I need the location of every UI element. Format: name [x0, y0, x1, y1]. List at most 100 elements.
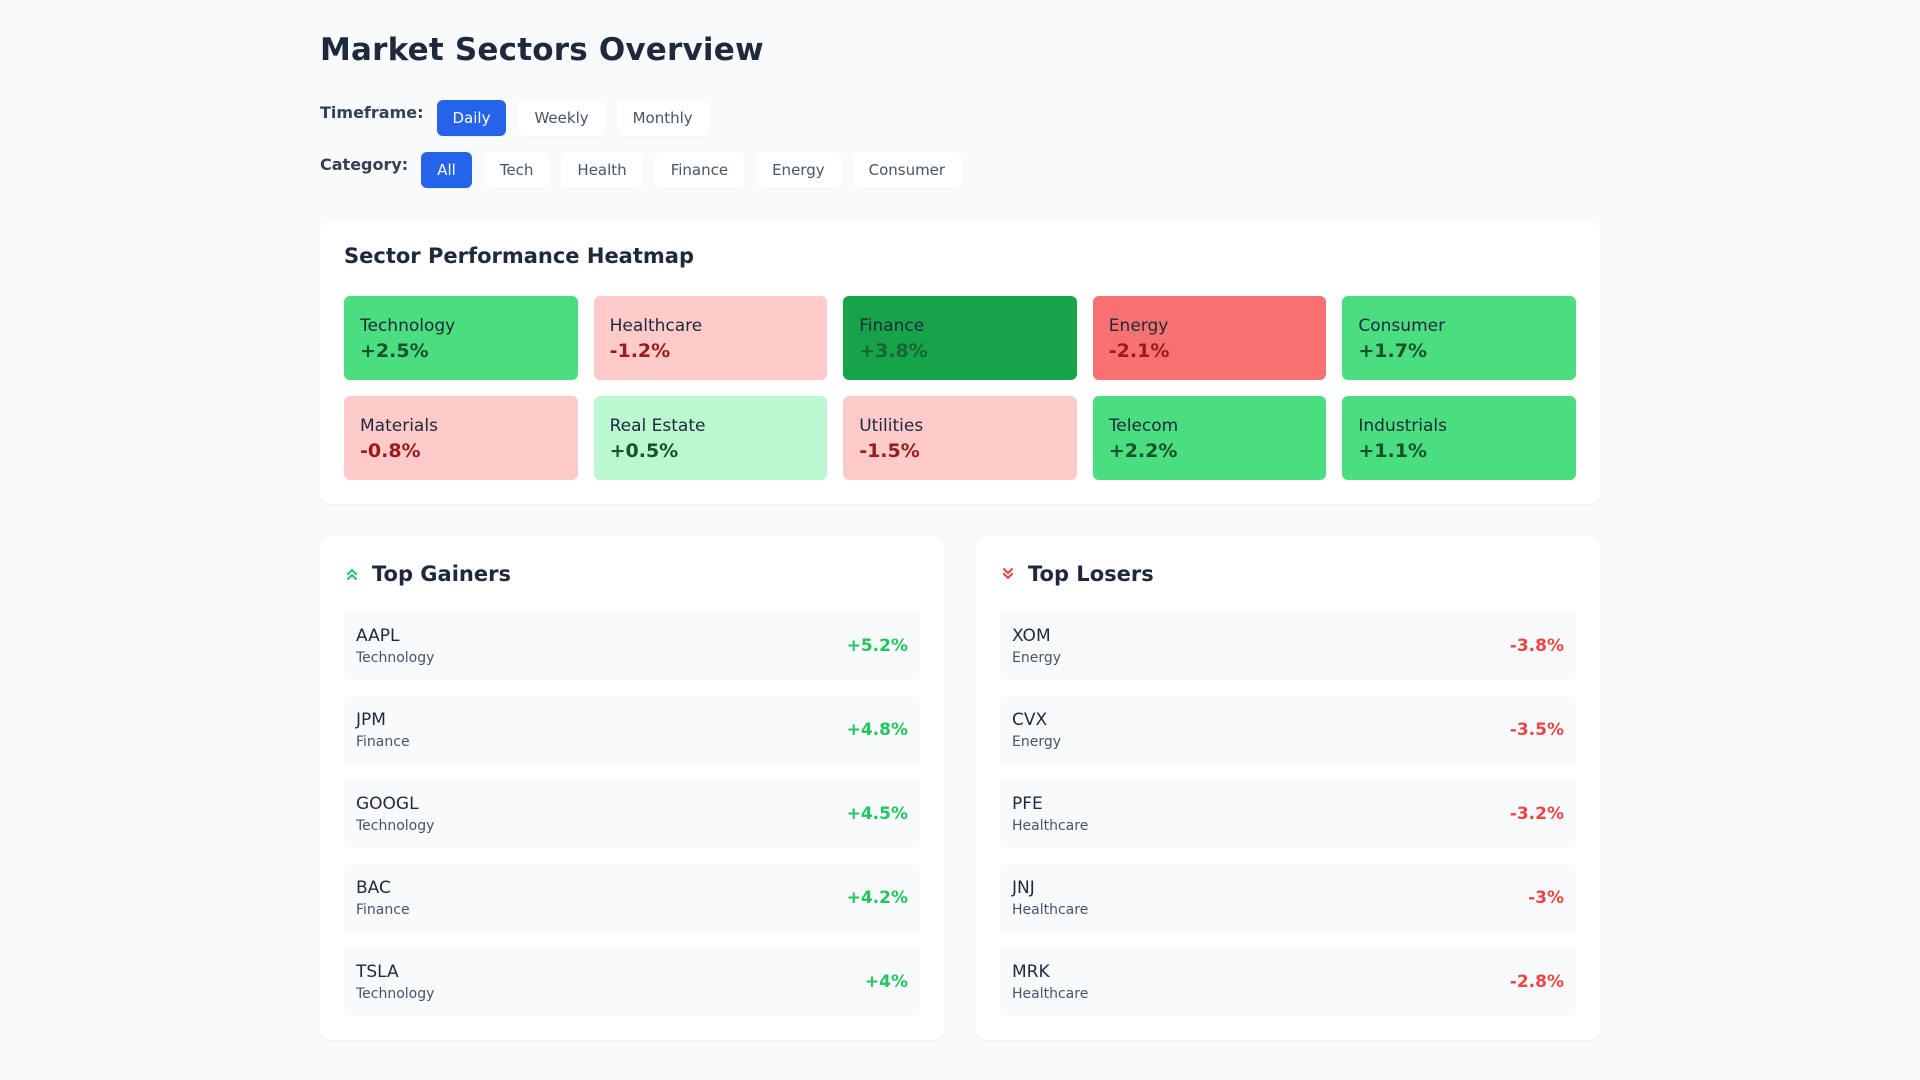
category-filter: Category: All Tech Health Finance Energy Cons… — [320, 152, 962, 188]
tile-change-value: -1.5% — [859, 440, 920, 462]
category-label: Category: — [320, 154, 409, 174]
stock-sector: Healthcare — [1012, 817, 1089, 834]
tile-sector-name: Utilities — [859, 416, 924, 436]
stock-symbol: JPM — [356, 709, 386, 730]
top-losers-list: XOM Energy -3.8% CVX Energy -3.5% PFE Healthcar… — [1000, 612, 1576, 1032]
top-gainers-header: Top Gainers — [344, 562, 511, 586]
dashboard: Market Sectors Overview Timeframe: Daily… — [320, 0, 1600, 1040]
category-option-all[interactable]: All — [421, 152, 472, 188]
loser-row-xom[interactable]: XOM Energy -3.8% — [1000, 612, 1576, 680]
heatmap-tile-technology[interactable]: Technology +2.5% — [344, 296, 578, 380]
tile-change-value: +2.2% — [1108, 440, 1178, 462]
stock-info: PFE Healthcare — [1012, 793, 1088, 836]
category-options: All Tech Health Finance Energy Consumer — [421, 152, 962, 188]
stock-info: TSLA Technology — [356, 961, 434, 1004]
stock-sector: Energy — [1012, 649, 1062, 666]
top-gainers-list: AAPL Technology +5.2% JPM Finance +4.8% GOOGL T… — [344, 612, 920, 1032]
heatmap-tile-energy[interactable]: Energy -2.1% — [1092, 296, 1327, 380]
stock-change: -2.8% — [1509, 972, 1564, 992]
tile-sector-name: Technology — [360, 316, 456, 336]
tile-change-value: +2.5% — [360, 340, 429, 362]
stock-sector: Healthcare — [1012, 901, 1089, 918]
gainer-row-tsla[interactable]: TSLA Technology +4% — [344, 948, 920, 1016]
stock-change: +4% — [864, 972, 908, 992]
stock-info: BAC Finance — [356, 877, 410, 920]
stock-info: GOOGL Technology — [356, 793, 434, 836]
stock-sector: Technology — [356, 817, 435, 834]
tile-change-value: +1.1% — [1358, 440, 1428, 462]
category-option-tech[interactable]: Tech — [483, 152, 550, 188]
loser-row-mrk[interactable]: MRK Healthcare -2.8% — [1000, 948, 1576, 1016]
stock-symbol: AAPL — [356, 625, 400, 646]
heatmap-tile-telecom[interactable]: Telecom +2.2% — [1092, 396, 1327, 480]
tile-sector-name: Healthcare — [609, 316, 703, 336]
stock-sector: Finance — [356, 901, 410, 918]
tile-sector-name: Telecom — [1108, 416, 1179, 436]
stock-change: -3.2% — [1509, 804, 1564, 824]
stock-symbol: JNJ — [1012, 877, 1035, 898]
loser-row-jnj[interactable]: JNJ Healthcare -3% — [1000, 864, 1576, 932]
top-gainers-title: Top Gainers — [372, 562, 511, 586]
loser-row-pfe[interactable]: PFE Healthcare -3.2% — [1000, 780, 1576, 848]
stock-info: CVX Energy — [1012, 709, 1061, 752]
loser-row-cvx[interactable]: CVX Energy -3.5% — [1000, 696, 1576, 764]
tile-change-value: -1.2% — [609, 340, 671, 362]
stock-sector: Healthcare — [1012, 985, 1089, 1002]
tile-sector-name: Energy — [1108, 316, 1169, 336]
tile-change-value: -0.8% — [360, 440, 421, 462]
heatmap-tile-materials[interactable]: Materials -0.8% — [344, 396, 578, 480]
tile-change-value: -2.1% — [1108, 340, 1170, 362]
heatmap-tile-consumer[interactable]: Consumer +1.7% — [1342, 296, 1576, 380]
stock-symbol: BAC — [356, 877, 391, 898]
stock-symbol: XOM — [1012, 625, 1051, 646]
stock-symbol: CVX — [1012, 709, 1048, 730]
tile-change-value: +0.5% — [609, 440, 679, 462]
stock-change: -3% — [1528, 888, 1564, 908]
tile-sector-name: Consumer — [1358, 316, 1446, 336]
gainer-row-bac[interactable]: BAC Finance +4.2% — [344, 864, 920, 932]
category-option-finance[interactable]: Finance — [654, 152, 745, 188]
timeframe-option-weekly[interactable]: Weekly — [518, 100, 605, 136]
stock-info: AAPL Technology — [356, 625, 434, 668]
stock-change: +4.5% — [846, 804, 908, 824]
stock-info: XOM Energy — [1012, 625, 1061, 668]
stock-info: MRK Healthcare — [1012, 961, 1088, 1004]
stock-symbol: MRK — [1012, 961, 1050, 982]
stock-sector: Technology — [356, 649, 435, 666]
sector-heatmap-card: Sector Performance Heatmap Technology +2.… — [320, 220, 1600, 504]
top-losers-header: Top Losers — [1000, 562, 1154, 586]
category-option-energy[interactable]: Energy — [756, 152, 841, 188]
page-title: Market Sectors Overview — [320, 32, 764, 68]
category-option-consumer[interactable]: Consumer — [852, 152, 962, 188]
stock-info: JPM Finance — [356, 709, 410, 752]
heatmap-tile-utilities[interactable]: Utilities -1.5% — [843, 396, 1077, 480]
tile-change-value: +1.7% — [1358, 340, 1428, 362]
stock-symbol: PFE — [1012, 793, 1043, 814]
timeframe-option-daily[interactable]: Daily — [436, 100, 507, 136]
double-chevron-down-icon — [1000, 566, 1016, 582]
heatmap-tile-finance[interactable]: Finance +3.8% — [843, 296, 1077, 380]
timeframe-option-monthly[interactable]: Monthly — [616, 100, 709, 136]
gainer-row-googl[interactable]: GOOGL Technology +4.5% — [344, 780, 920, 848]
tile-sector-name: Materials — [360, 416, 438, 436]
heatmap-tile-real-estate[interactable]: Real Estate +0.5% — [593, 396, 828, 480]
gainer-row-jpm[interactable]: JPM Finance +4.8% — [344, 696, 920, 764]
heatmap-grid: Technology +2.5% Healthcare -1.2% Finance +3.… — [344, 296, 1576, 480]
heatmap-tile-healthcare[interactable]: Healthcare -1.2% — [593, 296, 828, 380]
stock-sector: Technology — [356, 985, 435, 1002]
heatmap-title: Sector Performance Heatmap — [344, 244, 694, 268]
gainer-row-aapl[interactable]: AAPL Technology +5.2% — [344, 612, 920, 680]
timeframe-label: Timeframe: — [320, 102, 424, 122]
stock-change: +5.2% — [846, 636, 908, 656]
category-option-health[interactable]: Health — [561, 152, 643, 188]
tile-sector-name: Finance — [859, 316, 925, 336]
top-losers-title: Top Losers — [1028, 562, 1154, 586]
heatmap-tile-industrials[interactable]: Industrials +1.1% — [1342, 396, 1576, 480]
stock-sector: Finance — [356, 733, 410, 750]
top-losers-card: Top Losers XOM Energy -3.8% CVX Energy -3.5% P… — [976, 536, 1600, 1040]
timeframe-options: Daily Weekly Monthly — [436, 100, 709, 136]
stock-symbol: TSLA — [356, 961, 399, 982]
double-chevron-up-icon — [344, 566, 360, 582]
timeframe-filter: Timeframe: Daily Weekly Monthly — [320, 100, 709, 136]
top-gainers-card: Top Gainers AAPL Technology +5.2% JPM Financ… — [320, 536, 944, 1040]
